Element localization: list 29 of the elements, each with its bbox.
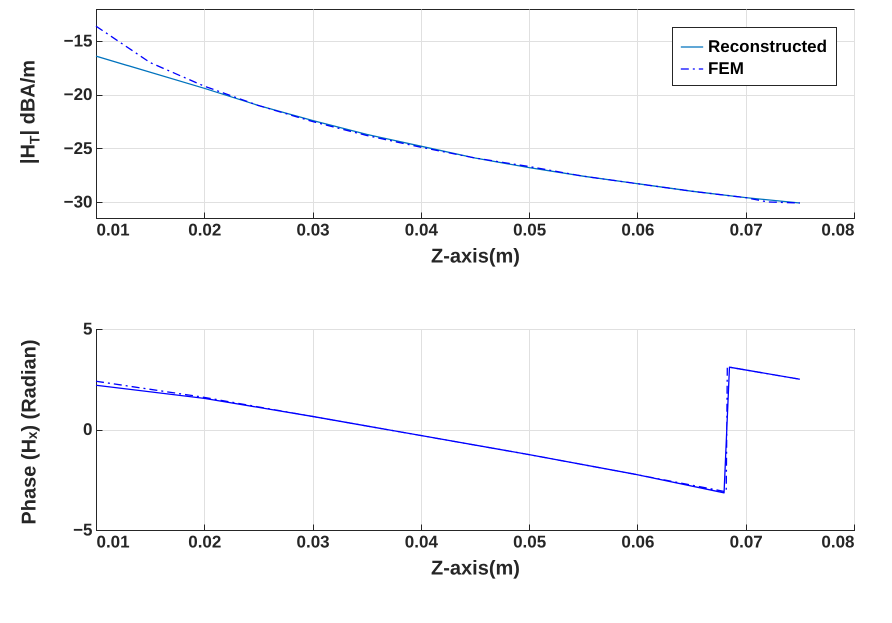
y-tick-label: −30	[64, 192, 92, 212]
y-tick-label: 0	[83, 420, 92, 439]
x-axis-title: Z-axis(m)	[431, 558, 520, 580]
legend-label: FEM	[708, 59, 744, 78]
x-tick-label: 0.06	[621, 532, 654, 552]
x-tick-label: 0.06	[621, 220, 654, 240]
x-tick-label: 0.01	[96, 532, 130, 552]
x-tick-label: 0.05	[513, 220, 546, 240]
x-tick-label: 0.05	[513, 532, 546, 552]
x-tick-label: 0.03	[296, 220, 330, 240]
x-tick-label: 0.01	[96, 220, 130, 240]
x-tick-label: 0.08	[821, 220, 854, 240]
x-tick-label: 0.08	[821, 532, 854, 552]
x-tick-label: 0.04	[404, 532, 438, 552]
y-axis-title: Phase (Hₓ) (Radian)	[18, 339, 42, 525]
y-tick-label: −25	[64, 138, 92, 158]
x-tick-label: 0.02	[188, 220, 222, 240]
x-tick-label: 0.04	[404, 220, 438, 240]
line-series	[95, 56, 801, 204]
x-tick-label: 0.02	[188, 532, 222, 552]
x-tick-label: 0.07	[730, 532, 763, 552]
y-tick-label: −5	[73, 520, 92, 540]
x-axis-title: Z-axis(m)	[431, 246, 520, 268]
x-tick-label: 0.07	[730, 220, 763, 240]
y-tick-label: −20	[64, 85, 92, 104]
y-tick-label: −15	[64, 32, 92, 51]
y-tick-label: 5	[83, 320, 92, 338]
legend-label: Reconstructed	[708, 37, 828, 56]
x-tick-label: 0.03	[296, 532, 330, 552]
